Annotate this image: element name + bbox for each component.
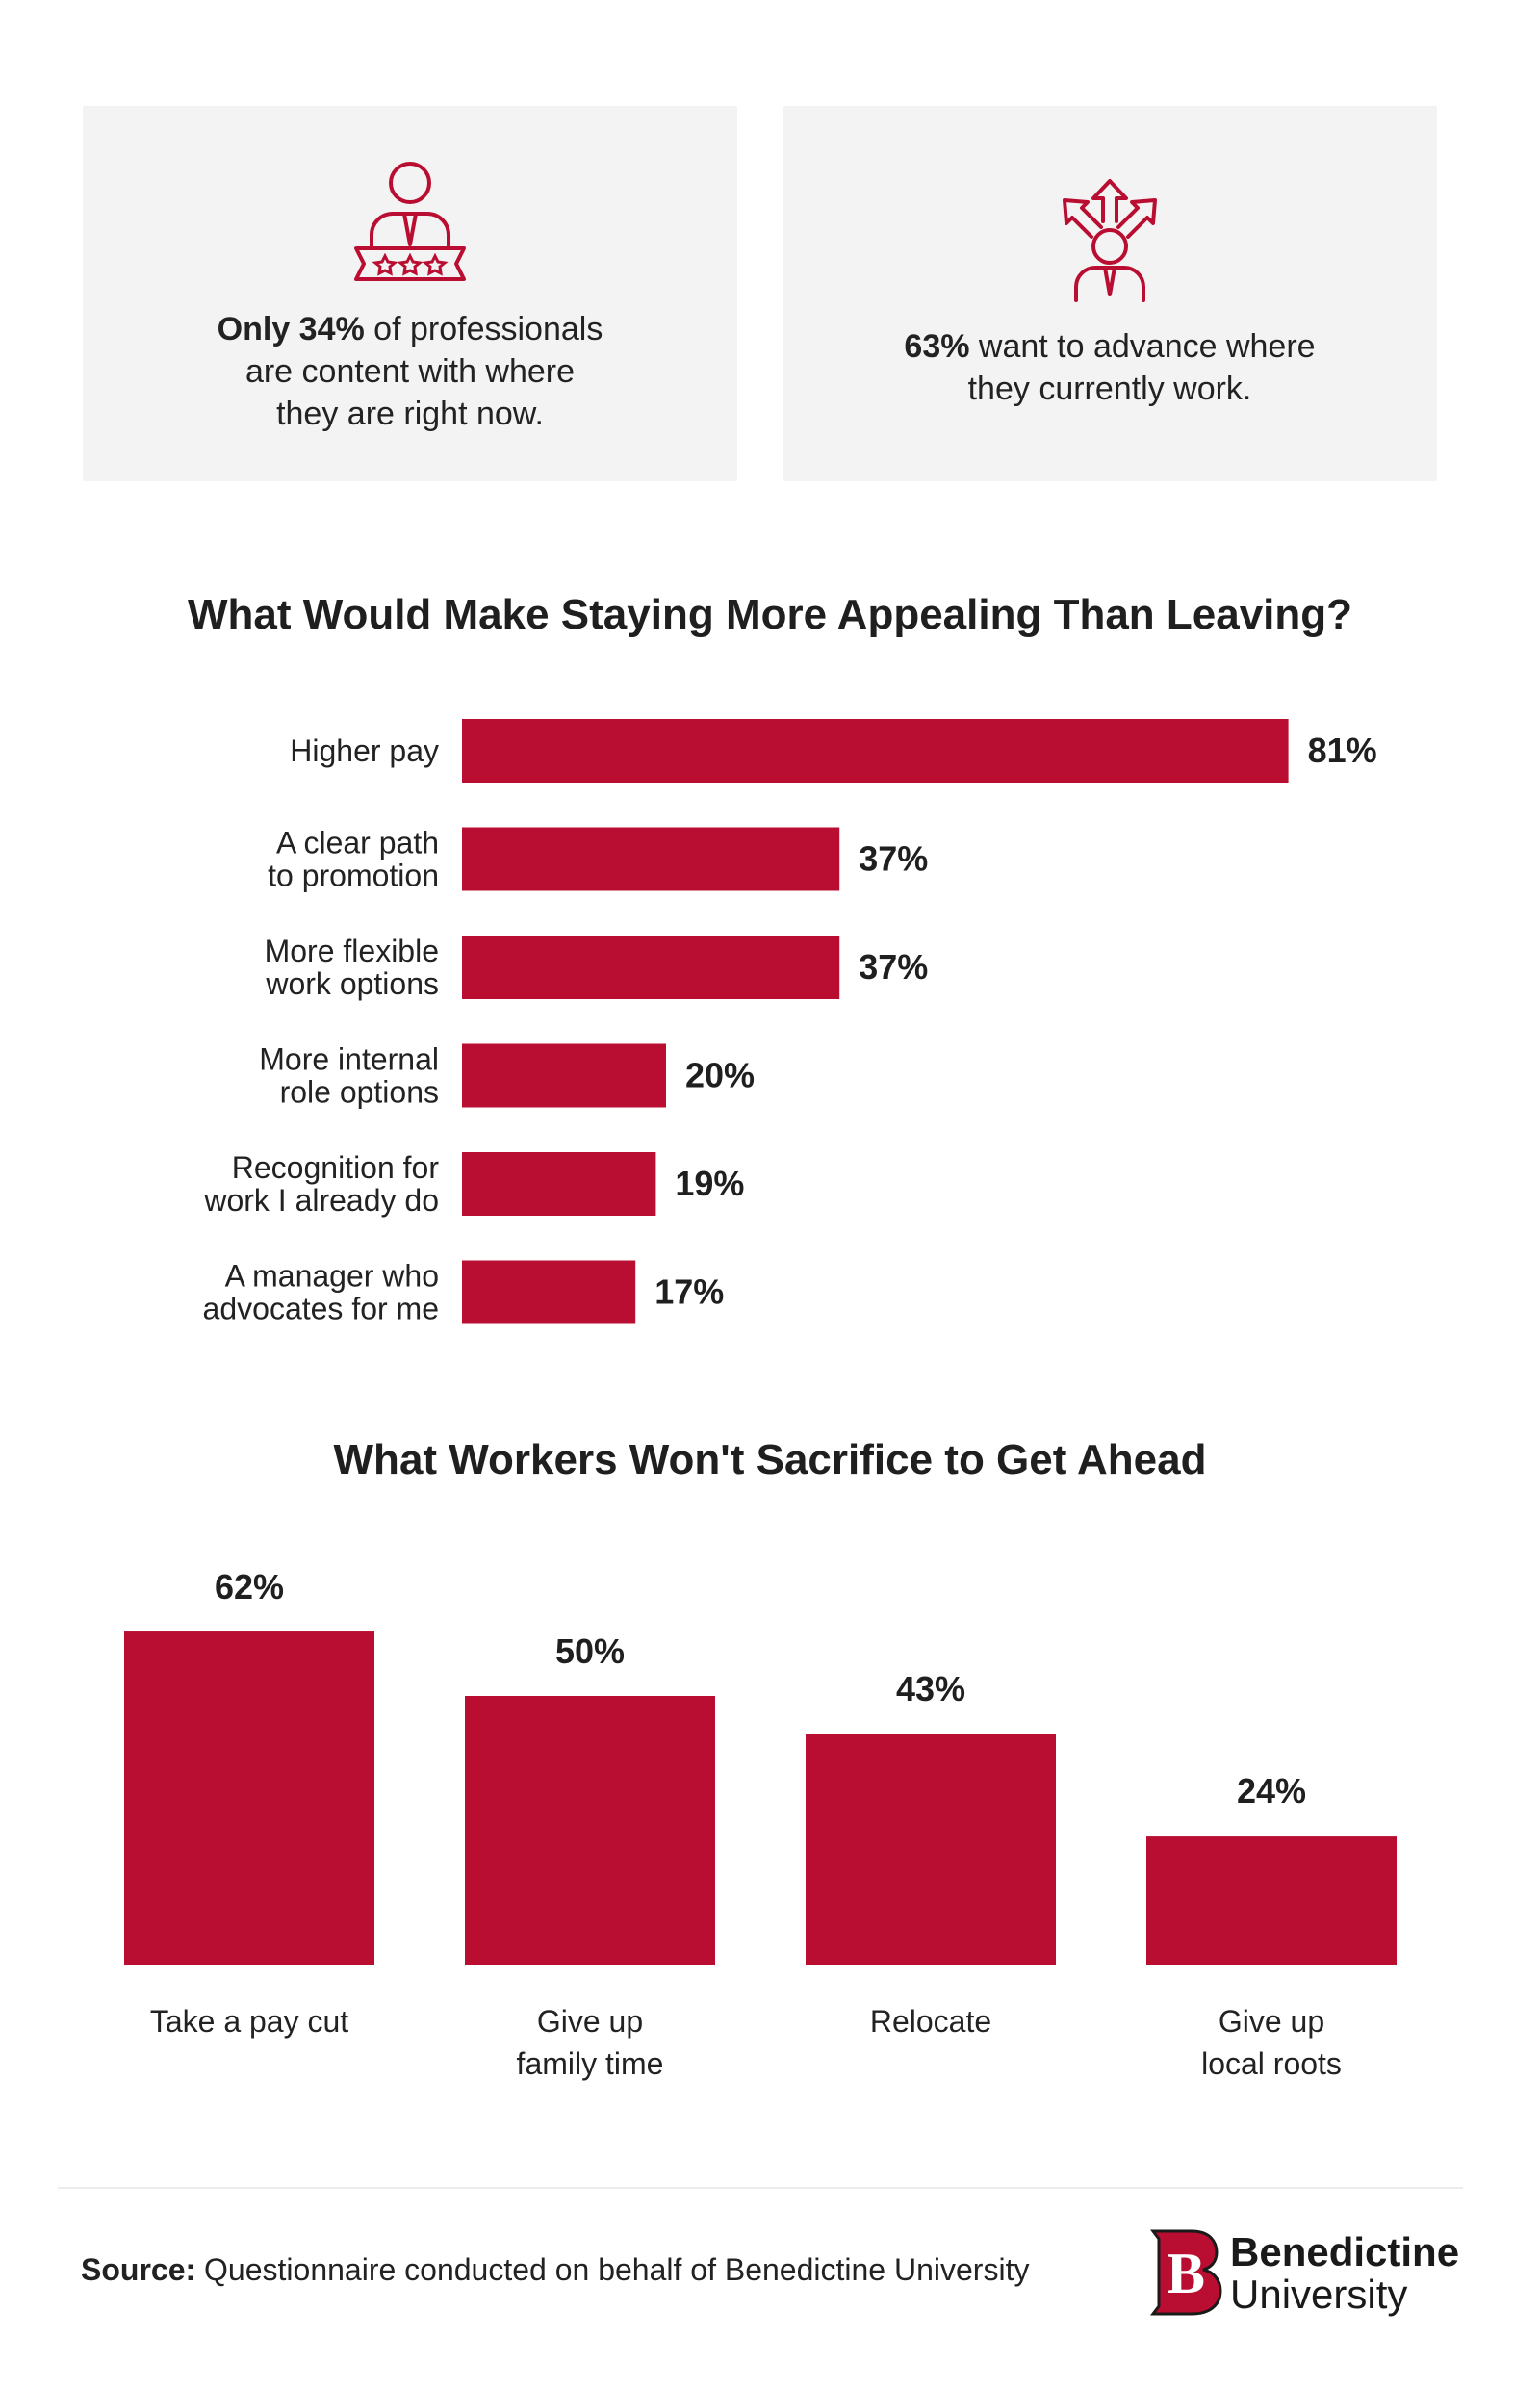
podium-person-stars-icon — [354, 162, 466, 281]
logo-name: Benedictine — [1230, 2229, 1460, 2274]
bar-value-label: 50% — [555, 1631, 625, 1671]
stat-text-line: they are right now. — [276, 396, 544, 432]
bar-2 — [462, 936, 840, 999]
chart-title-sacrifice: What Workers Won't Sacrifice to Get Ahea… — [333, 1436, 1207, 1483]
stat-text-line: of professionals — [364, 311, 603, 347]
bar-1 — [462, 827, 840, 891]
source-note: Source: Questionnaire conducted on behal… — [81, 2252, 1029, 2288]
stat-highlight: Only 34% — [217, 311, 365, 347]
category-label: work I already do — [203, 1183, 439, 1218]
stat-text-line: they currently work. — [967, 371, 1252, 407]
category-label: A manager who — [225, 1259, 439, 1294]
stat-text-line: want to advance where — [969, 328, 1316, 365]
category-label: Take a pay cut — [150, 2004, 348, 2039]
stat-text-line: are content with where — [244, 353, 576, 390]
bar-value-label: 62% — [215, 1567, 284, 1606]
bar-4 — [462, 1152, 656, 1216]
bar-5 — [462, 1260, 636, 1324]
stat-card-content: Only 34% of professionals are content wit… — [83, 106, 737, 481]
stat-card-text: 63% want to advance where they currently … — [821, 325, 1399, 410]
logo-subtitle: University — [1230, 2272, 1408, 2317]
vertical-bar-chart: 62% Take a pay cut 50% Give up family time 43… — [124, 1567, 1397, 2081]
bar-value-label: 20% — [685, 1056, 755, 1095]
category-label: Give up — [537, 2004, 643, 2039]
bar-value-label: 24% — [1237, 1771, 1306, 1811]
benedictine-logo: B Benedictine University — [1147, 2222, 1465, 2327]
bar-value-label: 81% — [1308, 731, 1377, 770]
category-label: More flexible — [265, 934, 439, 968]
bar-value-label: 19% — [675, 1164, 744, 1203]
bar-3 — [1146, 1836, 1397, 1965]
category-label: work options — [265, 966, 439, 1001]
bar-0 — [462, 719, 1289, 783]
source-label: Source: — [81, 2252, 196, 2287]
bar-value-label: 37% — [859, 947, 928, 987]
footer-divider — [58, 2187, 1463, 2189]
stat-card-advance: 63% want to advance where they currently … — [783, 106, 1437, 481]
category-label: Recognition for — [232, 1150, 440, 1185]
category-label: Relocate — [870, 2004, 991, 2039]
bar-1 — [465, 1696, 715, 1965]
logo-b-icon: B — [1150, 2229, 1222, 2316]
category-label: to promotion — [268, 859, 439, 893]
bar-2 — [806, 1734, 1056, 1965]
category-label: More internal — [259, 1042, 439, 1077]
logo-letter: B — [1167, 2242, 1205, 2305]
stat-highlight: 63% — [904, 328, 970, 365]
category-label: advocates for me — [203, 1292, 439, 1326]
source-text: Questionnaire conducted on behalf of Ben… — [195, 2252, 1030, 2287]
bar-value-label: 37% — [859, 839, 928, 879]
category-label: A clear path — [276, 826, 439, 861]
stat-card-text: Only 34% of professionals are content wit… — [121, 308, 699, 435]
chart-title-staying: What Would Make Staying More Appealing T… — [187, 591, 1353, 638]
person-arrows-icon — [1063, 179, 1157, 302]
bar-0 — [124, 1631, 374, 1965]
bar-value-label: 17% — [654, 1272, 724, 1312]
bar-3 — [462, 1043, 666, 1108]
category-label: role options — [280, 1075, 439, 1110]
bar-value-label: 43% — [896, 1669, 965, 1708]
category-label: Give up — [1219, 2004, 1324, 2039]
category-label: family time — [517, 2046, 664, 2081]
category-label: local roots — [1201, 2046, 1342, 2081]
category-label: Higher pay — [290, 733, 439, 768]
